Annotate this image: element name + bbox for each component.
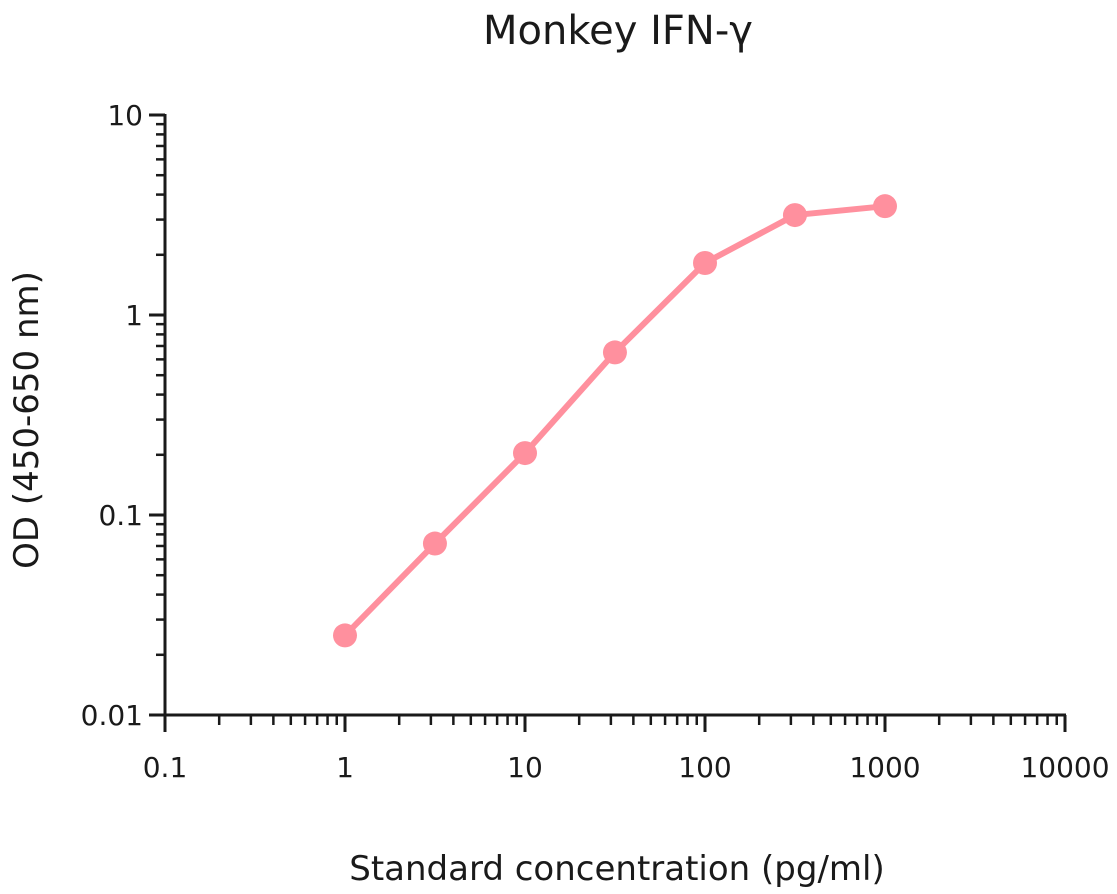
x-tick-label: 1 bbox=[336, 751, 354, 784]
data-series bbox=[333, 194, 897, 648]
x-axis: 0.1 1 10 100 1000 10000 bbox=[143, 713, 1110, 784]
y-tick-label: 0.01 bbox=[81, 699, 143, 732]
y-tick-label: 0.1 bbox=[98, 499, 143, 532]
data-point bbox=[513, 441, 537, 466]
x-tick-label: 100 bbox=[678, 751, 731, 784]
data-point bbox=[873, 194, 897, 219]
data-point bbox=[693, 250, 717, 275]
data-point bbox=[602, 340, 627, 365]
data-point bbox=[782, 203, 807, 228]
x-tick-label: 10 bbox=[507, 751, 543, 784]
series-line bbox=[342, 203, 886, 638]
x-tick-label: 0.1 bbox=[143, 751, 188, 784]
y-axis-label: OD (450-650 nm) bbox=[7, 271, 47, 569]
x-axis-label: Standard concentration (pg/ml) bbox=[349, 849, 884, 889]
chart-title: Monkey IFN-γ bbox=[483, 8, 753, 54]
x-tick-label: 1000 bbox=[849, 751, 920, 784]
y-tick-label: 1 bbox=[125, 299, 143, 332]
x-tick-label: 10000 bbox=[1020, 751, 1109, 784]
y-tick-label: 10 bbox=[107, 99, 143, 132]
y-axis: 0.01 0.1 1 10 bbox=[81, 99, 167, 732]
data-point bbox=[333, 623, 357, 648]
data-point bbox=[422, 531, 447, 556]
